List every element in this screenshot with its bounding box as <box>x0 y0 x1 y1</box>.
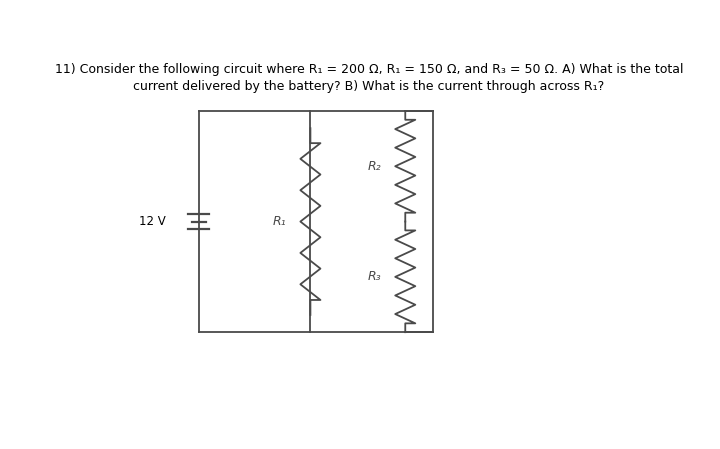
Text: R₂: R₂ <box>368 160 382 173</box>
Text: R₁: R₁ <box>273 215 287 228</box>
Text: R₃: R₃ <box>368 270 382 283</box>
Text: current delivered by the battery? B) What is the current through across R₁?: current delivered by the battery? B) Wha… <box>133 80 605 93</box>
Text: 12 V: 12 V <box>138 215 166 228</box>
Text: 11) Consider the following circuit where R₁ = 200 Ω, R₁ = 150 Ω, and R₃ = 50 Ω. : 11) Consider the following circuit where… <box>55 62 683 75</box>
